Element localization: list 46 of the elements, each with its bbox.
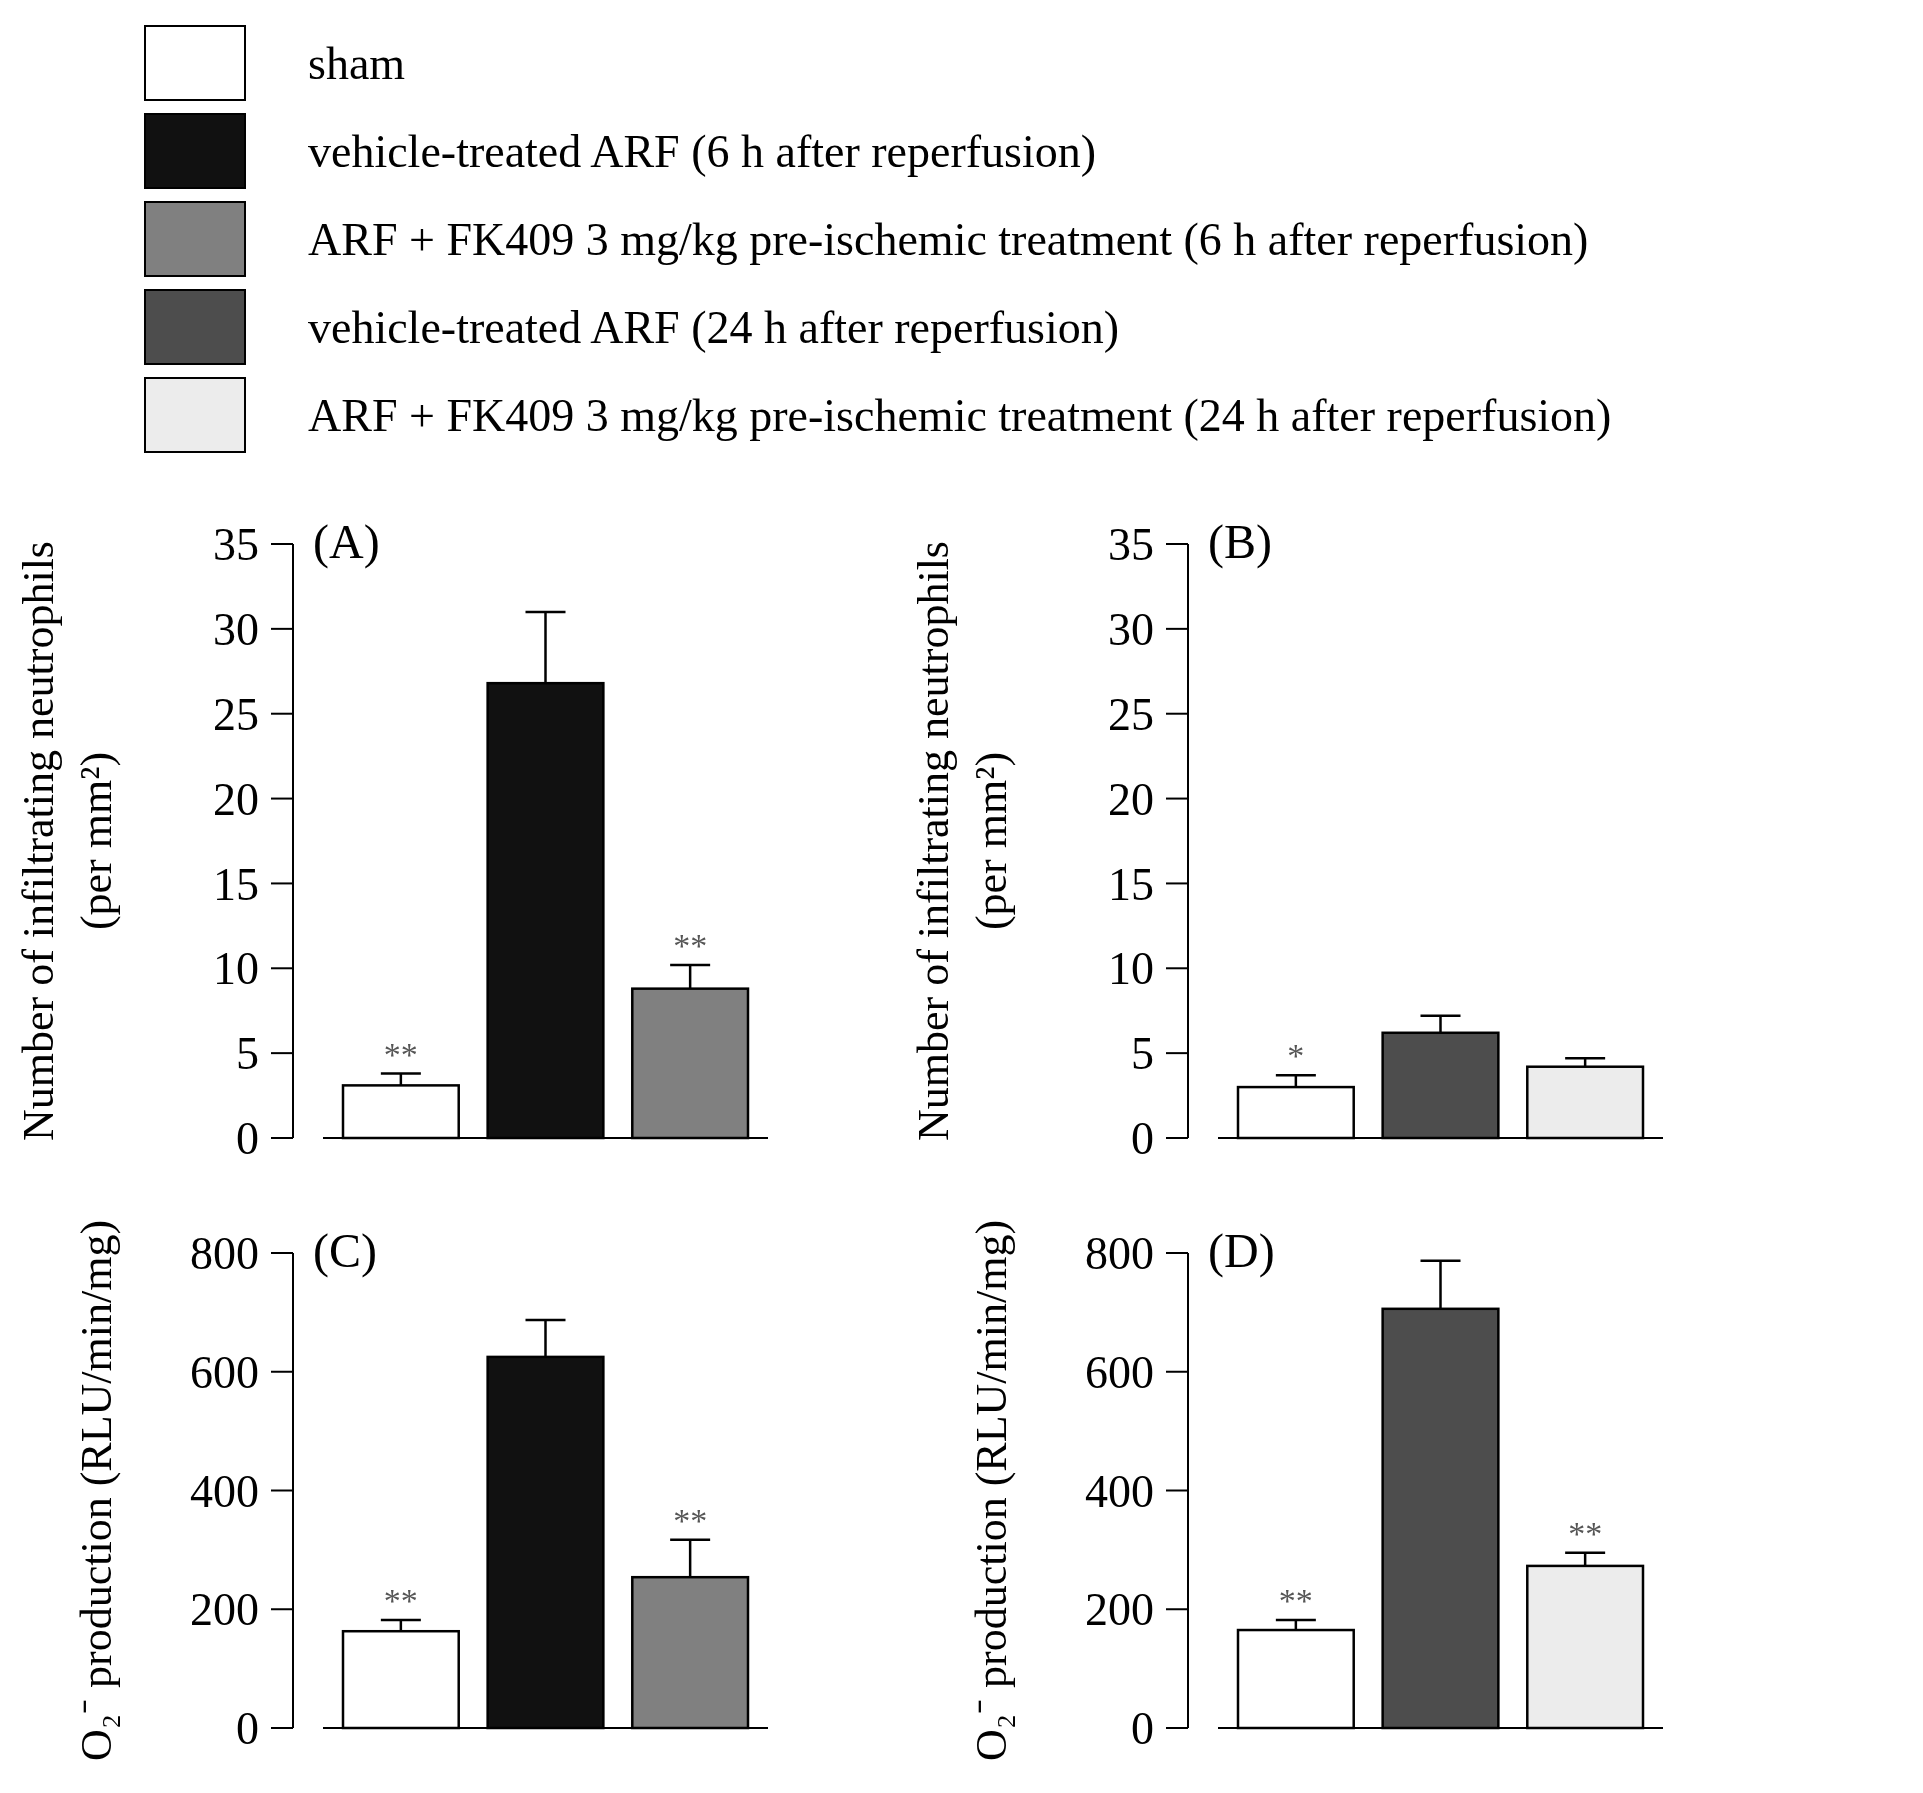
y-tick-label: 0 bbox=[236, 1703, 259, 1755]
chart-title: (C) bbox=[313, 1224, 377, 1278]
y-tick-label: 25 bbox=[213, 688, 259, 740]
y-tick-label: 30 bbox=[1108, 603, 1154, 655]
y-tick-label: 800 bbox=[1085, 1228, 1154, 1280]
y-tick-label: 15 bbox=[1108, 858, 1154, 910]
y-tick-label: 20 bbox=[1108, 773, 1154, 825]
chart-title: (A) bbox=[313, 515, 380, 569]
y-tick-label: 0 bbox=[1131, 1703, 1154, 1755]
y-axis-title: O₂⁻ production (RLU/min/mg) bbox=[72, 1219, 121, 1762]
y-tick-label: 15 bbox=[213, 858, 259, 910]
y-tick-label: 25 bbox=[1108, 688, 1154, 740]
y-tick-label: 5 bbox=[236, 1028, 259, 1080]
y-tick-label: 200 bbox=[190, 1584, 259, 1636]
y-tick-label: 30 bbox=[213, 603, 259, 655]
data-label: * bbox=[1287, 1037, 1305, 1075]
y-tick-label: 35 bbox=[213, 519, 259, 571]
y-tick-label: 600 bbox=[190, 1346, 259, 1398]
data-label: ** bbox=[1568, 1514, 1603, 1552]
chart-title: (B) bbox=[1208, 515, 1272, 569]
legend-label: vehicle-treated ARF (24 h after reperfusion) bbox=[308, 302, 1120, 354]
data-label: ** bbox=[383, 1035, 418, 1073]
y-tick-label: 10 bbox=[213, 943, 259, 995]
y-tick-label: 10 bbox=[1108, 943, 1154, 995]
legend-label: vehicle-treated ARF (6 h after reperfusion) bbox=[308, 126, 1097, 178]
legend-label: ARF + FK409 3 mg/kg pre-ischemic treatment (6 h after reperfusion) bbox=[308, 214, 1589, 266]
y-tick-label: 35 bbox=[1108, 519, 1154, 571]
data-label: ** bbox=[673, 1501, 708, 1539]
data-label: ** bbox=[383, 1581, 418, 1619]
y-tick-label: 800 bbox=[190, 1228, 259, 1280]
y-axis-title: O₂⁻ production (RLU/min/mg) bbox=[967, 1219, 1016, 1762]
y-tick-label: 0 bbox=[1131, 1113, 1154, 1165]
legend-label: ARF + FK409 3 mg/kg pre-ischemic treatment (24 h after reperfusion) bbox=[308, 390, 1612, 442]
y-tick-label: 400 bbox=[1085, 1465, 1154, 1517]
legend-label: sham bbox=[308, 38, 406, 90]
y-tick-label: 400 bbox=[190, 1465, 259, 1517]
chart-title: (D) bbox=[1208, 1224, 1275, 1278]
y-axis-title: Number of infiltrating neutrophils (per mm²) bbox=[909, 541, 1016, 1141]
y-tick-label: 20 bbox=[213, 773, 259, 825]
data-label: ** bbox=[1278, 1581, 1313, 1619]
y-tick-label: 5 bbox=[1131, 1028, 1154, 1080]
y-tick-label: 0 bbox=[236, 1113, 259, 1165]
y-tick-label: 600 bbox=[1085, 1346, 1154, 1398]
y-axis-title: Number of infiltrating neutrophils (per mm²) bbox=[14, 541, 121, 1141]
y-tick-label: 200 bbox=[1085, 1584, 1154, 1636]
data-label: ** bbox=[673, 926, 708, 964]
